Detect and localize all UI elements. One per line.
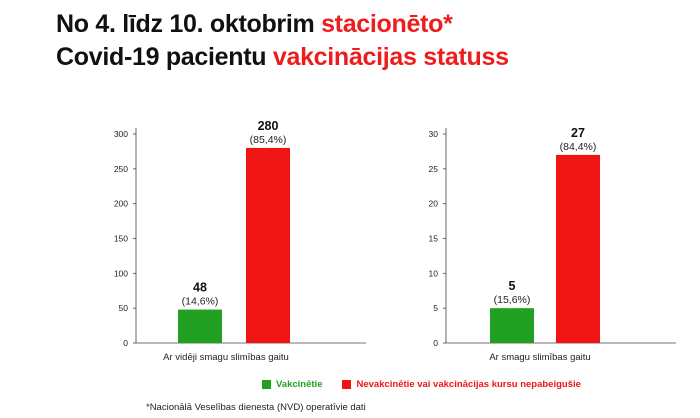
y-tick-label: 10 [429, 268, 439, 278]
bar-value-label: 48 [193, 281, 207, 295]
y-tick-label: 25 [429, 164, 439, 174]
y-tick-label: 200 [114, 199, 128, 209]
legend: Vakcinētie Nevakcinētie vai vakcinācijas… [262, 379, 581, 390]
title-line-2: Covid-19 pacientu vakcinācijas statuss [56, 41, 509, 74]
bar [246, 147, 290, 343]
y-tick-label: 30 [429, 129, 439, 139]
page-title: No 4. līdz 10. oktobrim stacionēto* Covi… [56, 8, 509, 74]
title-line-2-text: Covid-19 pacientu [56, 43, 273, 71]
y-tick-label: 150 [114, 234, 128, 244]
bar-percent-label: (84,4%) [560, 141, 597, 153]
bar [556, 154, 600, 343]
bar [490, 308, 534, 343]
bar-percent-label: (14,6%) [182, 296, 219, 308]
title-line-1: No 4. līdz 10. oktobrim stacionēto* [56, 8, 509, 41]
bar-value-label: 280 [258, 119, 279, 133]
title-line-1-text: No 4. līdz 10. oktobrim [56, 10, 322, 38]
footnote: *Nacionālā Veselības dienesta (NVD) oper… [146, 402, 366, 413]
y-tick-label: 15 [429, 234, 439, 244]
bar-percent-label: (85,4%) [250, 134, 287, 146]
y-tick-label: 0 [433, 338, 438, 348]
bar [178, 309, 222, 343]
y-tick-label: 100 [114, 268, 128, 278]
y-tick-label: 300 [114, 129, 128, 139]
legend-label-unvaccinated: Nevakcinētie vai vakcinācijas kursu nepa… [356, 379, 581, 390]
bar-percent-label: (15,6%) [494, 294, 531, 306]
y-tick-label: 250 [114, 164, 128, 174]
legend-item-unvaccinated: Nevakcinētie vai vakcinācijas kursu nepa… [342, 379, 581, 390]
title-line-2-highlight: vakcinācijas statuss [272, 43, 509, 71]
title-line-1-highlight: stacionēto* [321, 10, 453, 38]
legend-label-vaccinated: Vakcinētie [276, 379, 323, 390]
y-tick-label: 5 [433, 303, 438, 313]
y-tick-label: 50 [119, 303, 129, 313]
y-tick-label: 20 [429, 199, 439, 209]
legend-item-vaccinated: Vakcinētie [262, 379, 322, 390]
y-tick-label: 0 [123, 338, 128, 348]
x-axis-label: Ar vidēji smagu slimības gaitu [163, 352, 289, 363]
legend-swatch-vaccinated [262, 380, 271, 389]
x-axis-label: Ar smagu slimības gaitu [489, 352, 590, 363]
legend-swatch-unvaccinated [342, 380, 352, 389]
bar-value-label: 27 [571, 126, 585, 140]
bar-value-label: 5 [509, 279, 516, 293]
